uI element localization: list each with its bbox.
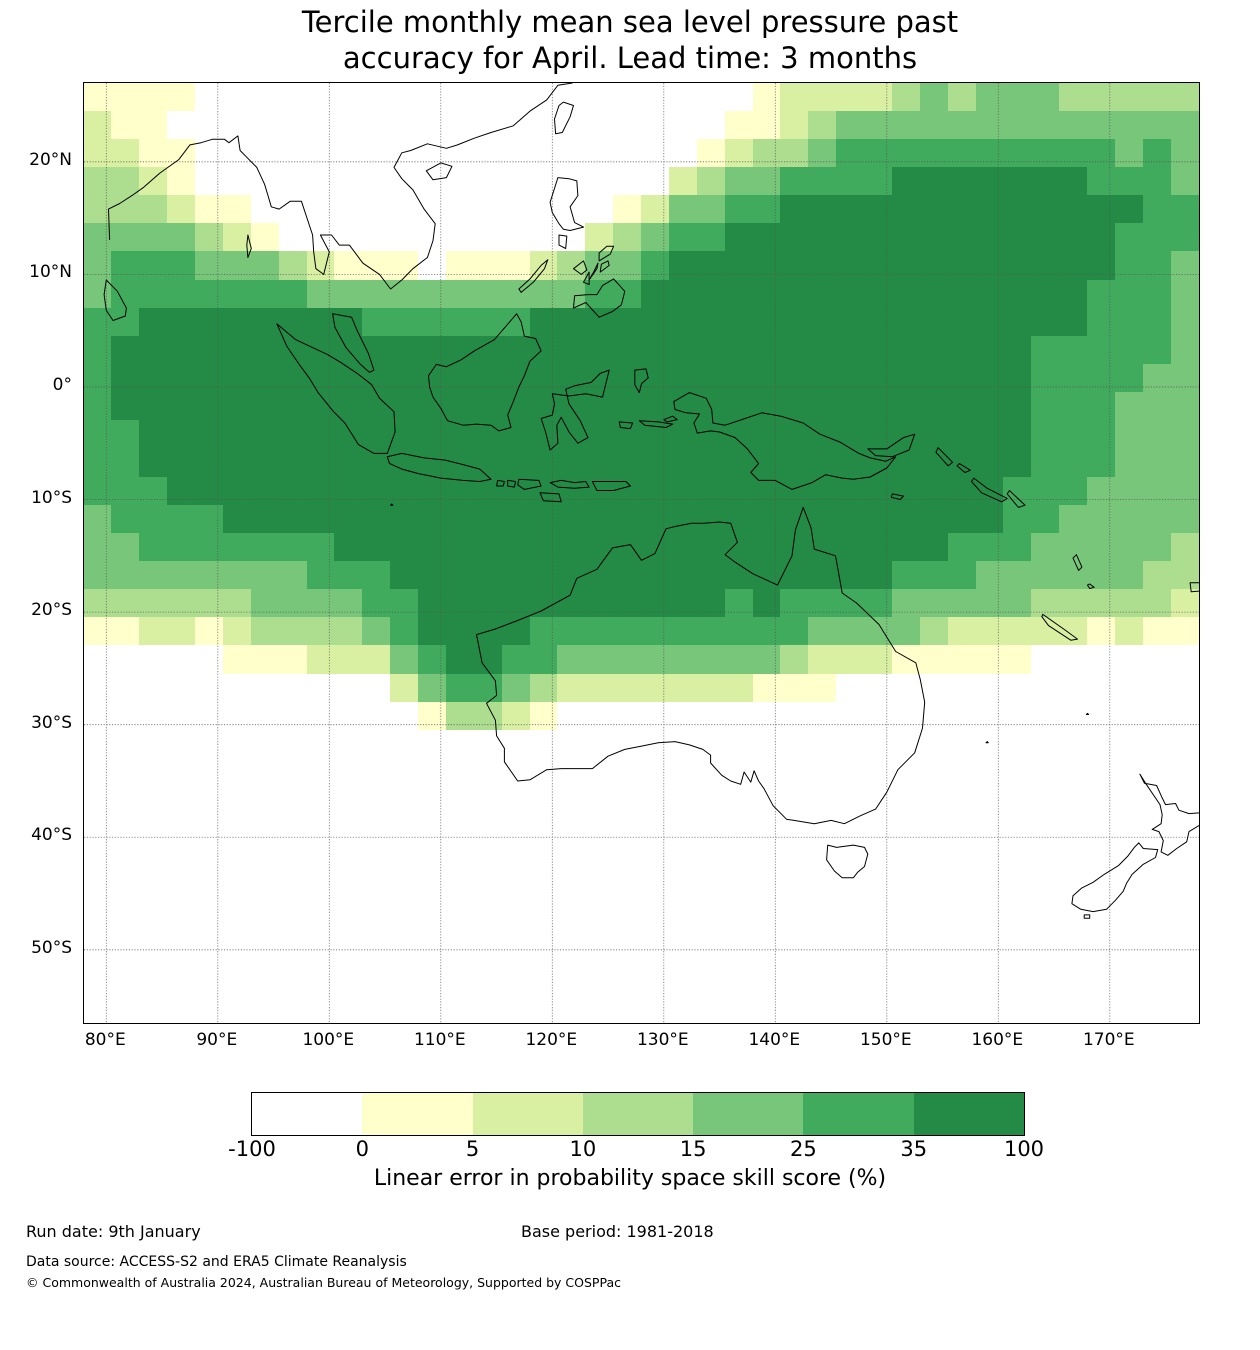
skill-score-heatmap: [84, 83, 1199, 1023]
base-period-text: Base period: 1981-2018: [521, 1222, 714, 1241]
coastline-path: [332, 313, 375, 373]
colorbar-axis-label: Linear error in probability space skill …: [373, 1166, 887, 1191]
colorbar: [251, 1092, 1025, 1136]
colorbar-segment: [913, 1093, 1024, 1135]
coastline-path: [634, 368, 649, 394]
colorbar-tick-label: 35: [900, 1137, 928, 1161]
coastline-path: [573, 278, 626, 318]
colorbar-segment: [362, 1093, 473, 1135]
graticule-grid: [84, 83, 1199, 1023]
coastline-path: [935, 447, 954, 467]
lon-tick-label: 100°E: [302, 1030, 355, 1050]
coastline-path: [826, 844, 869, 879]
coastlines: [103, 83, 1199, 919]
colorbar-segment: [252, 1093, 363, 1135]
coastline-path: [1072, 554, 1083, 571]
coastline-path: [539, 492, 562, 503]
coastline-path: [476, 506, 926, 825]
lon-tick-label: 120°E: [525, 1030, 578, 1050]
coastline-path: [428, 313, 542, 432]
coastline-path: [599, 260, 610, 273]
coastline-path: [386, 452, 492, 482]
coastline-path: [598, 245, 615, 262]
lat-tick-label: 50°S: [31, 937, 72, 958]
coastline-path: [663, 415, 678, 423]
coastline-path: [618, 421, 634, 430]
coastline-path: [554, 101, 574, 135]
copyright-text: © Commonwealth of Australia 2024, Austra…: [26, 1275, 621, 1290]
coastline-path: [425, 162, 453, 181]
colorbar-container: [251, 1092, 1025, 1136]
lon-tick-label: 150°E: [859, 1030, 912, 1050]
coastline-path: [1041, 613, 1078, 641]
map-plot-area: [83, 82, 1200, 1024]
colorbar-tick-label: 25: [790, 1137, 817, 1161]
lon-tick-label: 170°E: [1082, 1030, 1135, 1050]
coastline-path: [558, 234, 568, 249]
lat-tick-label: 0°: [52, 374, 72, 395]
coastline-path: [108, 135, 325, 275]
coastline-path: [1006, 490, 1026, 508]
colorbar-tick-label: 15: [679, 1137, 707, 1161]
coastline-path: [1071, 842, 1159, 913]
colorbar-tick-label: 100: [1003, 1137, 1045, 1161]
colorbar-segment: [582, 1093, 694, 1135]
coastline-path: [591, 481, 631, 491]
coastline-path: [971, 477, 1008, 503]
coastline-path: [1189, 582, 1199, 593]
coastline-path: [985, 741, 989, 744]
coastline-path: [518, 259, 549, 293]
coastline-path: [276, 323, 396, 454]
lon-tick-label: 90°E: [196, 1030, 238, 1050]
map-overlay: [84, 83, 1199, 1023]
coastline-path: [549, 177, 584, 231]
coastline-path: [540, 369, 610, 451]
run-date-text: Run date: 9th January: [26, 1222, 201, 1241]
lon-tick-label: 160°E: [971, 1030, 1024, 1050]
coastline-path: [1085, 712, 1090, 715]
coastline-path: [573, 260, 588, 275]
coastline-path: [638, 420, 674, 428]
coastline-path: [1083, 914, 1091, 919]
coastline-path: [1139, 773, 1199, 856]
coastline-path: [956, 463, 971, 473]
colorbar-tick-label: 5: [465, 1137, 480, 1161]
lon-tick-label: 140°E: [748, 1030, 801, 1050]
coastline-path: [867, 433, 916, 458]
lon-tick-label: 80°E: [84, 1030, 126, 1050]
coastline-path: [103, 279, 127, 321]
coastline-path: [319, 83, 573, 290]
coastline-path: [549, 479, 590, 489]
coastline-path: [673, 392, 897, 490]
colorbar-segment: [803, 1093, 914, 1135]
lon-tick-label: 110°E: [413, 1030, 466, 1050]
coastline-path: [1087, 583, 1095, 589]
lat-tick-label: 40°S: [31, 825, 72, 846]
lat-tick-label: 30°S: [31, 712, 72, 733]
coastline-path: [583, 271, 590, 285]
lat-tick-label: 20°N: [29, 149, 72, 170]
colorbar-tick-label: -100: [228, 1137, 276, 1161]
coastline-path: [890, 493, 904, 500]
colorbar-tick-label: 0: [355, 1137, 369, 1161]
colorbar-segment: [693, 1093, 804, 1135]
colorbar-segment: [472, 1093, 583, 1135]
page-title: Tercile monthly mean sea level pressure …: [301, 5, 959, 75]
coastline-path: [517, 478, 542, 490]
lat-tick-label: 20°S: [31, 600, 72, 621]
coastline-path: [390, 503, 394, 506]
data-source-text: Data source: ACCESS-S2 and ERA5 Climate …: [26, 1254, 407, 1270]
lat-tick-label: 10°N: [29, 262, 72, 283]
coastline-path: [507, 479, 516, 488]
coastline-path: [496, 479, 505, 487]
lat-tick-label: 10°S: [31, 487, 72, 508]
colorbar-tick-label: 10: [569, 1137, 597, 1161]
lon-tick-label: 130°E: [636, 1030, 689, 1050]
coastline-path: [246, 234, 252, 258]
coastline-path: [588, 262, 599, 281]
